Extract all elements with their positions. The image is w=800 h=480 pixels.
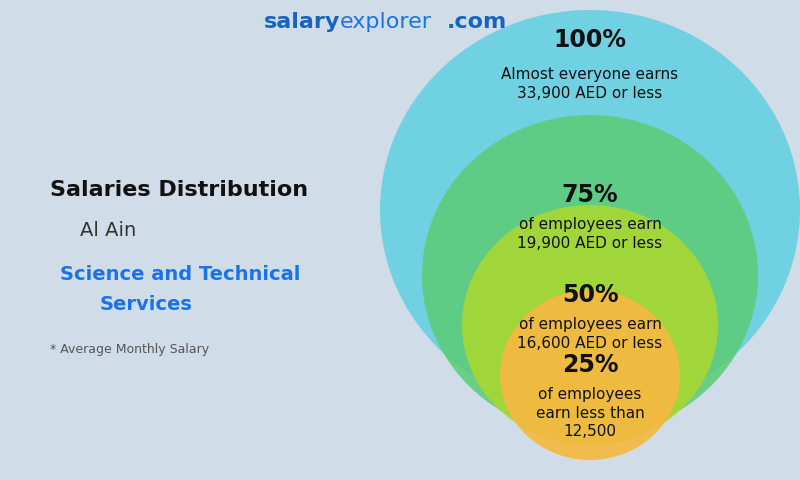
Text: .com: .com xyxy=(447,12,507,32)
Text: 25%: 25% xyxy=(562,353,618,377)
Text: 50%: 50% xyxy=(562,283,618,307)
Text: 16,600 AED or less: 16,600 AED or less xyxy=(518,336,662,350)
Text: of employees: of employees xyxy=(538,387,642,403)
Text: * Average Monthly Salary: * Average Monthly Salary xyxy=(50,344,209,357)
Ellipse shape xyxy=(422,115,758,435)
Text: 75%: 75% xyxy=(562,183,618,207)
Ellipse shape xyxy=(500,290,680,460)
Text: 33,900 AED or less: 33,900 AED or less xyxy=(518,85,662,100)
Text: 19,900 AED or less: 19,900 AED or less xyxy=(518,236,662,251)
Text: salary: salary xyxy=(264,12,340,32)
Text: Science and Technical: Science and Technical xyxy=(60,265,300,285)
Ellipse shape xyxy=(380,10,800,410)
Text: of employees earn: of employees earn xyxy=(518,317,662,333)
Ellipse shape xyxy=(462,205,718,445)
Text: Al Ain: Al Ain xyxy=(80,220,136,240)
Text: 12,500: 12,500 xyxy=(563,423,617,439)
Text: 100%: 100% xyxy=(554,28,626,52)
Text: earn less than: earn less than xyxy=(536,406,644,420)
Text: Almost everyone earns: Almost everyone earns xyxy=(502,68,678,83)
Text: explorer: explorer xyxy=(340,12,432,32)
Text: of employees earn: of employees earn xyxy=(518,217,662,232)
Text: Services: Services xyxy=(100,296,193,314)
Text: Salaries Distribution: Salaries Distribution xyxy=(50,180,308,200)
